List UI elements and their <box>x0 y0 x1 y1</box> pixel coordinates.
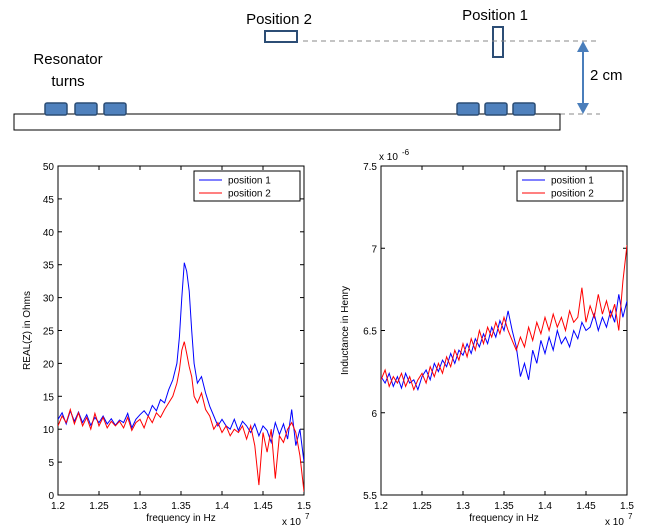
y-tick-label: 40 <box>43 228 55 239</box>
x-tick-label: 1.35 <box>171 501 191 512</box>
coil-turn <box>456 102 480 116</box>
y-tick-label: 7 <box>371 244 377 255</box>
x-tick-label: 1.5 <box>620 501 634 512</box>
x-tick-label: 1.2 <box>374 501 388 512</box>
series-line-position-1 <box>381 294 627 392</box>
x-multiplier: x 10 <box>605 517 624 528</box>
y-tick-label: 25 <box>43 327 55 338</box>
x-tick-label: 1.25 <box>412 501 432 512</box>
y-tick-label: 6 <box>371 409 377 420</box>
legend: position 1 position 2 <box>193 170 301 202</box>
resonator-label-line-2: turns <box>51 73 84 90</box>
x-tick-label: 1.3 <box>456 501 470 512</box>
position-2-probe <box>264 30 298 43</box>
y-tick-label: 50 <box>43 162 55 173</box>
y-tick-label: 0 <box>48 491 54 502</box>
legend-entry: position 1 <box>551 176 594 187</box>
y-axis-label: Inductance in Henry <box>340 286 351 375</box>
coil-turn <box>44 102 68 116</box>
y-tick-label: 35 <box>43 261 55 272</box>
legend-entry: position 2 <box>228 189 271 200</box>
y-tick-label: 30 <box>43 294 55 305</box>
y-multiplier-exponent: -6 <box>402 148 410 157</box>
y-tick-label: 20 <box>43 359 55 370</box>
x-tick-label: 1.25 <box>89 501 109 512</box>
legend-entry: position 1 <box>228 176 271 187</box>
y-tick-label: 45 <box>43 195 55 206</box>
resonator-turns <box>44 102 536 116</box>
coil-turn <box>484 102 508 116</box>
position-1-label: Position 1 <box>462 7 528 24</box>
coil-turn <box>103 102 127 116</box>
series-line-position-2 <box>58 341 304 492</box>
y-multiplier: x 10 <box>379 152 398 163</box>
plot-area <box>57 165 305 496</box>
y-tick-label: 10 <box>43 425 55 436</box>
legend-entry: position 2 <box>551 189 594 200</box>
series-line-position-2 <box>381 244 627 392</box>
distance-label: 2 cm <box>590 67 623 84</box>
x-tick-label: 1.4 <box>538 501 552 512</box>
series-line-position-1 <box>58 262 304 463</box>
x-tick-label: 1.3 <box>133 501 147 512</box>
x-axis-label: frequency in Hz <box>146 513 215 524</box>
y-tick-label: 5.5 <box>363 491 377 502</box>
x-tick-label: 1.2 <box>51 501 65 512</box>
x-tick-label: 1.4 <box>215 501 229 512</box>
distance-arrow <box>577 41 589 114</box>
position-1-probe <box>492 26 504 58</box>
x-tick-label: 1.45 <box>576 501 596 512</box>
resonator-label-line-1: Resonator <box>33 51 102 68</box>
x-tick-label: 1.45 <box>253 501 273 512</box>
x-multiplier-exponent: 7 <box>305 512 310 521</box>
coil-turn <box>512 102 536 116</box>
x-axis-label: frequency in Hz <box>469 513 538 524</box>
y-axis-label: REAL(Z) in Ohms <box>22 291 33 370</box>
y-tick-label: 6.5 <box>363 327 377 338</box>
coil-turn <box>74 102 98 116</box>
y-tick-label: 5 <box>48 458 54 469</box>
legend-box <box>516 170 624 202</box>
legend-box <box>193 170 301 202</box>
real-impedance-chart: 1.2 1.25 1.3 1.35 1.4 1.45 1.5 0 5 10 15 20 25 30 35 40… <box>22 162 311 528</box>
x-multiplier: x 10 <box>282 517 301 528</box>
resonator-board <box>13 113 561 131</box>
inductance-chart: 1.2 1.25 1.3 1.35 1.4 1.45 1.5 5.5 6 6.5 7 7.5 frequ… <box>340 148 634 528</box>
x-tick-label: 1.35 <box>494 501 514 512</box>
x-tick-label: 1.5 <box>297 501 311 512</box>
setup-diagram: Position 2 Position 1 Resonator turns 2 … <box>13 7 623 131</box>
x-multiplier-exponent: 7 <box>628 512 633 521</box>
y-tick-label: 15 <box>43 392 55 403</box>
position-2-label: Position 2 <box>246 11 312 28</box>
legend: position 1 position 2 <box>516 170 624 202</box>
y-tick-label: 7.5 <box>363 162 377 173</box>
